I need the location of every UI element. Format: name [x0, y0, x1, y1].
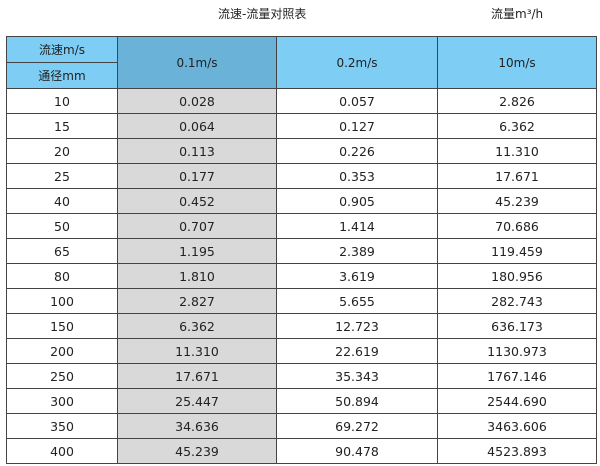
flow-cell: 0.127 [276, 113, 438, 139]
flow-cell: 2544.690 [437, 388, 597, 414]
flow-cell: 0.452 [117, 188, 277, 214]
column-header: 10m/s [437, 36, 597, 89]
flow-cell: 0.113 [117, 138, 277, 164]
diameter-header: 通径mm [6, 62, 118, 89]
diameter-cell: 15 [6, 113, 118, 139]
flow-cell: 180.956 [437, 263, 597, 289]
diameter-cell: 10 [6, 88, 118, 114]
flow-rate-table: 流速m/s 0.1m/s 0.2m/s 10m/s 通径mm 10 0.028 0.… [6, 36, 597, 464]
table-row: 150 6.362 12.723 636.173 [6, 313, 597, 339]
flow-cell: 25.447 [117, 388, 277, 414]
table-row: 100 2.827 5.655 282.743 [6, 288, 597, 314]
table-row: 300 25.447 50.894 2544.690 [6, 388, 597, 414]
table-row: 250 17.671 35.343 1767.146 [6, 363, 597, 389]
flow-cell: 2.389 [276, 238, 438, 264]
table-row: 200 11.310 22.619 1130.973 [6, 338, 597, 364]
flow-cell: 6.362 [117, 313, 277, 339]
flow-cell: 11.310 [117, 338, 277, 364]
flow-cell: 636.173 [437, 313, 597, 339]
diameter-cell: 300 [6, 388, 118, 414]
flow-cell: 11.310 [437, 138, 597, 164]
flow-cell: 1.414 [276, 213, 438, 239]
flow-cell: 5.655 [276, 288, 438, 314]
flow-cell: 50.894 [276, 388, 438, 414]
table-row: 80 1.810 3.619 180.956 [6, 263, 597, 289]
flow-cell: 70.686 [437, 213, 597, 239]
diameter-cell: 80 [6, 263, 118, 289]
table-row: 10 0.028 0.057 2.826 [6, 88, 597, 114]
flow-cell: 4523.893 [437, 438, 597, 464]
diameter-cell: 100 [6, 288, 118, 314]
flow-cell: 3463.606 [437, 413, 597, 439]
flow-cell: 1767.146 [437, 363, 597, 389]
flow-cell: 1130.973 [437, 338, 597, 364]
table-row: 350 34.636 69.272 3463.606 [6, 413, 597, 439]
header-row: 通径mm [6, 62, 597, 89]
table-row: 65 1.195 2.389 119.459 [6, 238, 597, 264]
diameter-cell: 200 [6, 338, 118, 364]
flow-cell: 17.671 [437, 163, 597, 189]
table-row: 15 0.064 0.127 6.362 [6, 113, 597, 139]
column-header: 0.1m/s [117, 36, 277, 89]
flow-cell: 6.362 [437, 113, 597, 139]
table-row: 50 0.707 1.414 70.686 [6, 213, 597, 239]
flow-cell: 282.743 [437, 288, 597, 314]
unit-label: 流量m³/h [491, 7, 544, 21]
diameter-cell: 20 [6, 138, 118, 164]
flow-cell: 0.353 [276, 163, 438, 189]
diameter-cell: 150 [6, 313, 118, 339]
diameter-cell: 350 [6, 413, 118, 439]
flow-cell: 119.459 [437, 238, 597, 264]
header-row: 流速m/s 0.1m/s 0.2m/s 10m/s [6, 36, 597, 89]
flow-cell: 12.723 [276, 313, 438, 339]
flow-cell: 2.827 [117, 288, 277, 314]
flow-cell: 1.810 [117, 263, 277, 289]
flow-cell: 3.619 [276, 263, 438, 289]
table-row: 400 45.239 90.478 4523.893 [6, 438, 597, 464]
flow-cell: 0.905 [276, 188, 438, 214]
flow-cell: 0.707 [117, 213, 277, 239]
flow-cell: 69.272 [276, 413, 438, 439]
diameter-cell: 25 [6, 163, 118, 189]
velocity-header: 流速m/s [6, 36, 118, 63]
flow-cell: 35.343 [276, 363, 438, 389]
diameter-cell: 65 [6, 238, 118, 264]
flow-cell: 0.028 [117, 88, 277, 114]
diameter-cell: 250 [6, 363, 118, 389]
table-title: 流速-流量对照表 [218, 7, 307, 21]
diameter-cell: 400 [6, 438, 118, 464]
flow-cell: 0.057 [276, 88, 438, 114]
flow-cell: 17.671 [117, 363, 277, 389]
flow-cell: 2.826 [437, 88, 597, 114]
flow-cell: 45.239 [437, 188, 597, 214]
table-row: 25 0.177 0.353 17.671 [6, 163, 597, 189]
flow-cell: 1.195 [117, 238, 277, 264]
flow-cell: 0.177 [117, 163, 277, 189]
diameter-cell: 50 [6, 213, 118, 239]
flow-cell: 45.239 [117, 438, 277, 464]
flow-cell: 0.064 [117, 113, 277, 139]
diameter-cell: 40 [6, 188, 118, 214]
table-row: 40 0.452 0.905 45.239 [6, 188, 597, 214]
flow-cell: 34.636 [117, 413, 277, 439]
column-header: 0.2m/s [276, 36, 438, 89]
table-row: 20 0.113 0.226 11.310 [6, 138, 597, 164]
flow-cell: 22.619 [276, 338, 438, 364]
flow-cell: 90.478 [276, 438, 438, 464]
flow-cell: 0.226 [276, 138, 438, 164]
